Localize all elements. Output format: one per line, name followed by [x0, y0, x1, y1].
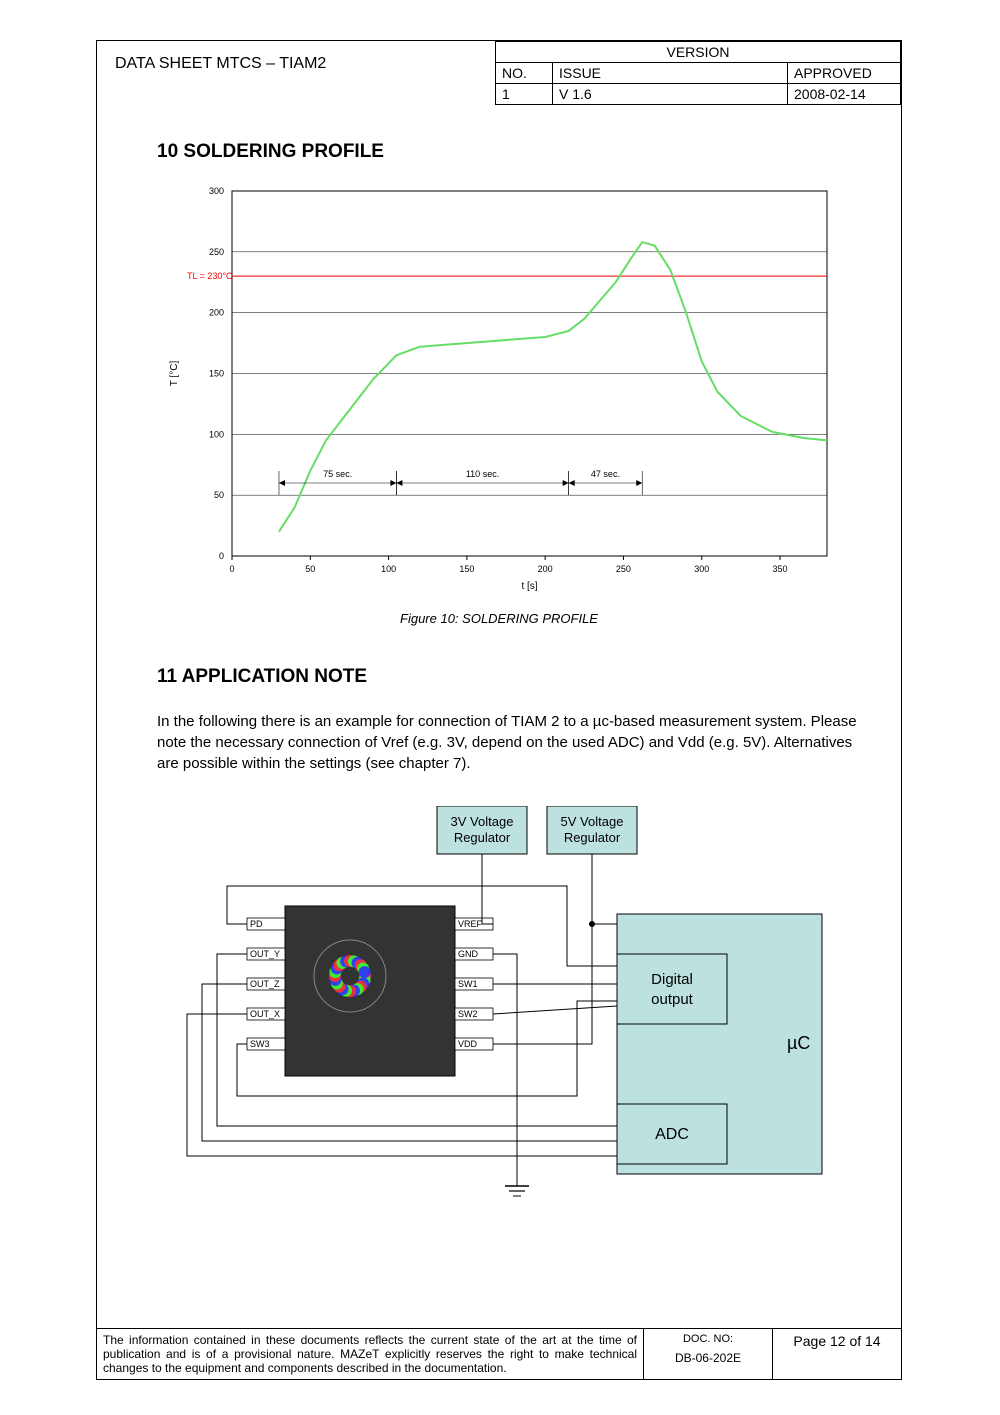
issue-value: V 1.6	[553, 84, 788, 105]
svg-text:110 sec.: 110 sec.	[466, 469, 499, 479]
svg-text:SW3: SW3	[250, 1039, 270, 1049]
svg-text:150: 150	[459, 564, 474, 574]
version-table: VERSION NO. ISSUE APPROVED 1 V 1.6 2008-…	[495, 41, 901, 105]
diagram-svg: 3V VoltageRegulator5V VoltageRegulatorPD…	[147, 806, 847, 1216]
doc-title: DATA SHEET MTCS – TIAM2	[115, 55, 326, 73]
chart-svg: 0 50 100 150 200 250 300 0 50 100 150 200 250 300 350 T…	[147, 181, 847, 601]
svg-text:250: 250	[209, 247, 224, 257]
svg-text:50: 50	[214, 490, 224, 500]
svg-text:200: 200	[538, 564, 553, 574]
section-11-heading: 11 APPLICATION NOTE	[157, 666, 367, 688]
footer-disclaimer: The information contained in these docum…	[97, 1329, 644, 1379]
svg-text:µC: µC	[787, 1033, 810, 1053]
docno-value: DB-06-202E	[648, 1351, 768, 1365]
svg-text:VDD: VDD	[458, 1039, 478, 1049]
svg-text:Regulator: Regulator	[454, 830, 511, 845]
svg-text:t [s]: t [s]	[521, 581, 537, 592]
svg-text:OUT_X: OUT_X	[250, 1009, 280, 1019]
svg-text:250: 250	[616, 564, 631, 574]
svg-text:VREF: VREF	[458, 919, 483, 929]
footer-docno: DOC. NO: DB-06-202E	[644, 1329, 773, 1379]
svg-text:GND: GND	[458, 949, 479, 959]
svg-text:100: 100	[209, 429, 224, 439]
svg-text:OUT_Z: OUT_Z	[250, 979, 280, 989]
svg-text:ADC: ADC	[655, 1126, 689, 1143]
issue-label: ISSUE	[553, 63, 788, 84]
application-diagram: 3V VoltageRegulator5V VoltageRegulatorPD…	[147, 806, 847, 1216]
section-10-heading: 10 SOLDERING PROFILE	[157, 141, 384, 163]
figure-10-caption: Figure 10: SOLDERING PROFILE	[97, 611, 901, 626]
svg-text:300: 300	[209, 186, 224, 196]
svg-text:OUT_Y: OUT_Y	[250, 949, 280, 959]
svg-text:SW1: SW1	[458, 979, 478, 989]
svg-text:350: 350	[773, 564, 788, 574]
version-header: VERSION	[496, 42, 901, 63]
svg-text:47 sec.: 47 sec.	[591, 469, 620, 479]
soldering-chart: 0 50 100 150 200 250 300 0 50 100 150 200 250 300 350 T…	[147, 181, 847, 601]
svg-text:300: 300	[694, 564, 709, 574]
page-footer: The information contained in these docum…	[97, 1328, 901, 1379]
svg-text:0: 0	[219, 551, 224, 561]
svg-text:output: output	[651, 991, 694, 1008]
page: DATA SHEET MTCS – TIAM2 VERSION NO. ISSU…	[0, 0, 1000, 1415]
approved-label: APPROVED	[788, 63, 901, 84]
svg-text:3V Voltage: 3V Voltage	[451, 814, 514, 829]
page-border: DATA SHEET MTCS – TIAM2 VERSION NO. ISSU…	[96, 40, 902, 1380]
svg-text:50: 50	[305, 564, 315, 574]
footer-page-number: Page 12 of 14	[773, 1329, 901, 1379]
svg-text:100: 100	[381, 564, 396, 574]
svg-text:5V Voltage: 5V Voltage	[561, 814, 624, 829]
svg-text:TL = 230°C: TL = 230°C	[187, 271, 233, 281]
section-11-paragraph: In the following there is an example for…	[157, 711, 857, 774]
no-label: NO.	[496, 63, 553, 84]
svg-text:T [°C]: T [°C]	[169, 361, 180, 387]
docno-label: DOC. NO:	[648, 1333, 768, 1345]
approved-value: 2008-02-14	[788, 84, 901, 105]
svg-text:0: 0	[229, 564, 234, 574]
svg-text:Digital: Digital	[651, 971, 693, 988]
svg-text:75 sec.: 75 sec.	[323, 469, 352, 479]
no-value: 1	[496, 84, 553, 105]
svg-text:PD: PD	[250, 919, 263, 929]
svg-text:Regulator: Regulator	[564, 830, 621, 845]
svg-text:SW2: SW2	[458, 1009, 478, 1019]
svg-text:150: 150	[209, 369, 224, 379]
svg-text:200: 200	[209, 308, 224, 318]
